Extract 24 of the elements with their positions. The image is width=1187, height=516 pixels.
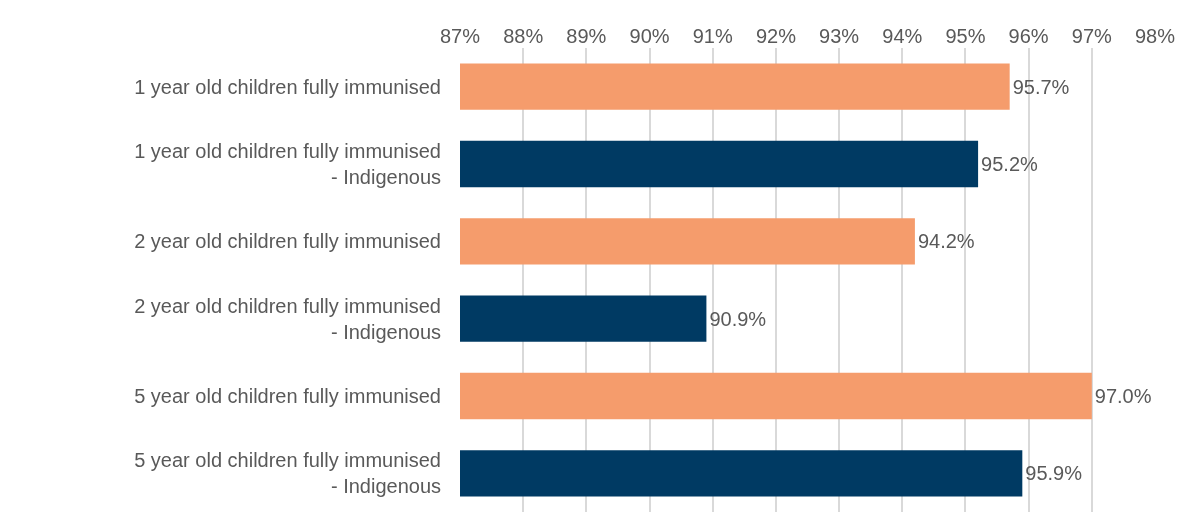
x-tick-label: 92%: [755, 25, 797, 47]
x-tick-label: 95%: [945, 25, 986, 47]
x-tick-label: 90%: [629, 25, 670, 47]
x-tick-label: 94%: [882, 25, 923, 47]
x-tick-label: 96%: [1008, 25, 1049, 47]
x-tick-label: 88%: [503, 25, 544, 47]
data-label: 95.7%: [1012, 75, 1070, 98]
y-tick-label: 2 year old children fully immunised - Indigenous: [134, 294, 441, 343]
y-tick-label: 1 year old children fully immunised - Indigenous: [134, 140, 441, 188]
y-tick-label: 1 year old children fully immunised: [134, 75, 441, 98]
y-tick-label: 5 year old children fully immunised: [134, 385, 441, 407]
x-tick-label: 87%: [439, 25, 481, 47]
data-label: 95.2%: [981, 153, 1039, 175]
x-tick-label: 93%: [819, 25, 860, 47]
x-tick-label: 89%: [566, 25, 607, 47]
y-tick-label: 2 year old children fully immunised: [134, 230, 441, 253]
x-tick-label: 91%: [692, 25, 733, 47]
x-tick-label: 97%: [1071, 25, 1113, 47]
data-label: 97.0%: [1094, 385, 1152, 407]
data-label: 94.2%: [917, 230, 975, 253]
data-label: 90.9%: [709, 307, 767, 330]
x-tick-label: 98%: [1134, 25, 1176, 47]
data-label: 95.9%: [1025, 462, 1083, 485]
y-tick-label: 5 year old children fully immunised - Indigenous: [134, 449, 441, 498]
